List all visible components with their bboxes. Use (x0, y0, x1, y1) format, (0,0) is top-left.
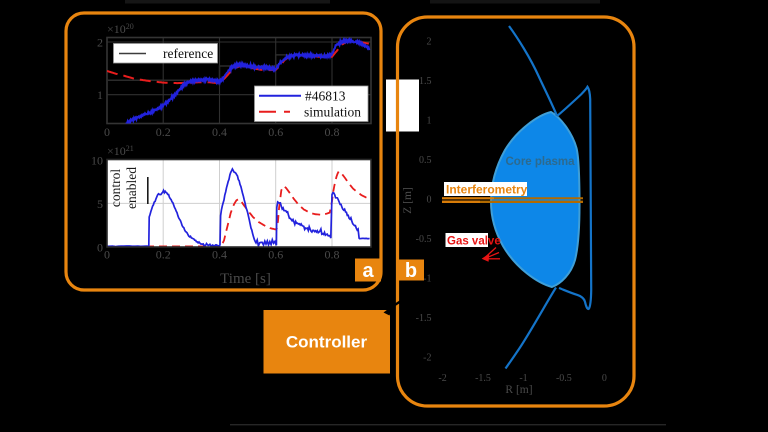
svg-text:enabled: enabled (124, 167, 139, 209)
svg-text:10: 10 (91, 154, 103, 168)
svg-text:0: 0 (427, 195, 432, 206)
svg-text:Gas valve: Gas valve (447, 236, 501, 248)
svg-text:5: 5 (97, 197, 103, 211)
svg-text:0.4: 0.4 (212, 125, 227, 139)
svg-text:-1: -1 (519, 373, 527, 384)
svg-text:#46813: #46813 (305, 89, 346, 104)
svg-text:Time [s]: Time [s] (220, 271, 271, 287)
svg-text:0.8: 0.8 (325, 248, 340, 262)
svg-text:-2: -2 (438, 373, 446, 384)
svg-text:0.2: 0.2 (156, 125, 171, 139)
svg-text:0: 0 (104, 248, 110, 262)
svg-text:0: 0 (104, 125, 110, 139)
svg-text:1: 1 (97, 88, 103, 102)
svg-text:a: a (362, 260, 374, 282)
svg-text:2: 2 (97, 36, 103, 50)
svg-text:Interferometry: Interferometry (446, 183, 528, 197)
svg-text:0.6: 0.6 (268, 248, 283, 262)
svg-text:1: 1 (427, 116, 432, 127)
svg-text:control: control (108, 169, 123, 207)
svg-text:0.2: 0.2 (156, 248, 171, 262)
svg-text:b: b (405, 260, 417, 282)
svg-text:-1.5: -1.5 (416, 313, 432, 324)
svg-text:Core plasma: Core plasma (505, 156, 575, 168)
svg-text:0.6: 0.6 (268, 125, 283, 139)
svg-text:-2: -2 (423, 353, 431, 364)
svg-text:0.5: 0.5 (419, 155, 432, 166)
svg-text:R [m]: R [m] (505, 384, 532, 396)
svg-text:0: 0 (602, 373, 607, 384)
svg-text:simulation: simulation (304, 105, 361, 120)
svg-text:-0.5: -0.5 (416, 234, 432, 245)
svg-text:0.8: 0.8 (325, 125, 340, 139)
svg-text:-1: -1 (423, 274, 431, 285)
svg-text:Z [m]: Z [m] (402, 187, 414, 214)
svg-text:Controller: Controller (286, 333, 368, 352)
svg-text:1.5: 1.5 (419, 76, 432, 87)
svg-text:reference: reference (163, 46, 213, 61)
svg-text:0: 0 (97, 240, 103, 254)
svg-text:-1.5: -1.5 (475, 373, 491, 384)
svg-text:-0.5: -0.5 (556, 373, 572, 384)
svg-text:2: 2 (427, 37, 432, 48)
svg-text:0.4: 0.4 (212, 248, 227, 262)
